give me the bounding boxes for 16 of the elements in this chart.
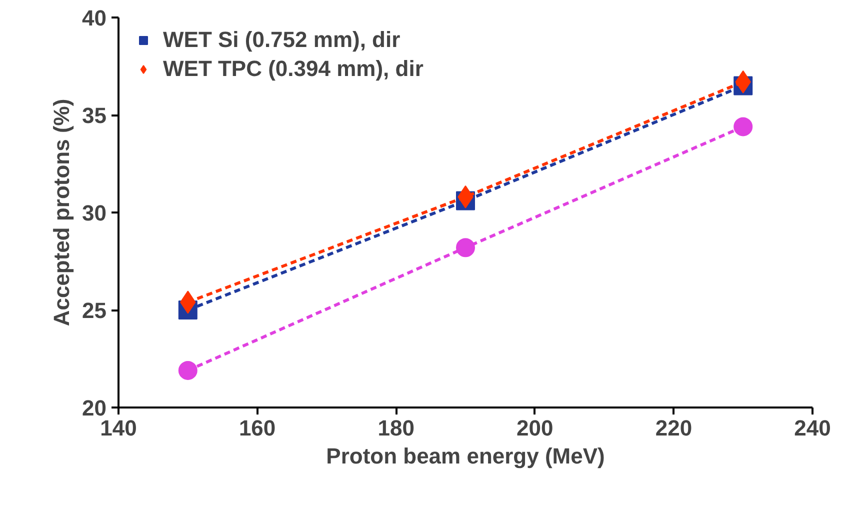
y-tick-label: 40 [82, 6, 107, 30]
point [178, 360, 198, 380]
y-tick-label: 25 [82, 298, 107, 323]
legend-label: WET Si (0.752 mm), dir [163, 27, 400, 53]
y-tick-label: 30 [82, 200, 107, 226]
legend-label: WET TPC (0.394 mm), dir [163, 56, 424, 82]
x-tick-label: 200 [516, 416, 554, 440]
point [734, 117, 753, 136]
x-tick-label: 220 [655, 416, 692, 440]
y-tick-label: 35 [82, 103, 107, 128]
x-axis-title: Proton beam energy (MeV) [326, 444, 605, 468]
x-tick-label: 180 [378, 416, 414, 440]
y-axis-title: Accepted protons (%) [49, 98, 74, 326]
x-tick-label: 240 [794, 416, 831, 440]
point [456, 238, 475, 258]
x-tick-label: 160 [238, 416, 276, 440]
